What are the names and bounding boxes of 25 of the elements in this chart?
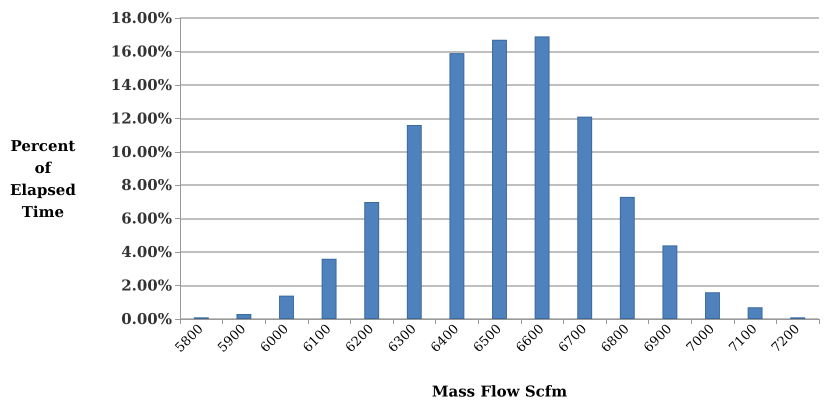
bar xyxy=(322,258,337,319)
bar xyxy=(534,36,550,319)
bar xyxy=(279,296,294,319)
y-tick-label: 16.00% xyxy=(110,42,172,60)
bar xyxy=(620,196,635,319)
x-axis-title: Mass Flow Scfm xyxy=(432,382,568,400)
y-tick-label: 8.00% xyxy=(121,176,172,194)
bar xyxy=(236,314,252,319)
y-tick-label: 4.00% xyxy=(121,243,172,262)
y-tick-label: 12.00% xyxy=(110,109,172,128)
bar xyxy=(748,307,763,319)
bar xyxy=(406,125,422,319)
bar xyxy=(492,40,507,319)
y-tick-label: 18.00% xyxy=(110,9,172,27)
bar xyxy=(577,116,592,319)
bar xyxy=(662,245,678,319)
bar xyxy=(705,292,720,319)
y-tick-label: 10.00% xyxy=(110,142,172,161)
bar xyxy=(449,53,464,319)
y-axis-title: Percent of Elapsed Time xyxy=(10,137,76,221)
bar xyxy=(364,202,380,319)
y-tick-label: 0.00% xyxy=(121,310,172,328)
y-tick-label: 2.00% xyxy=(121,276,172,295)
y-tick-label: 14.00% xyxy=(110,76,172,94)
y-tick-label: 6.00% xyxy=(121,210,172,228)
